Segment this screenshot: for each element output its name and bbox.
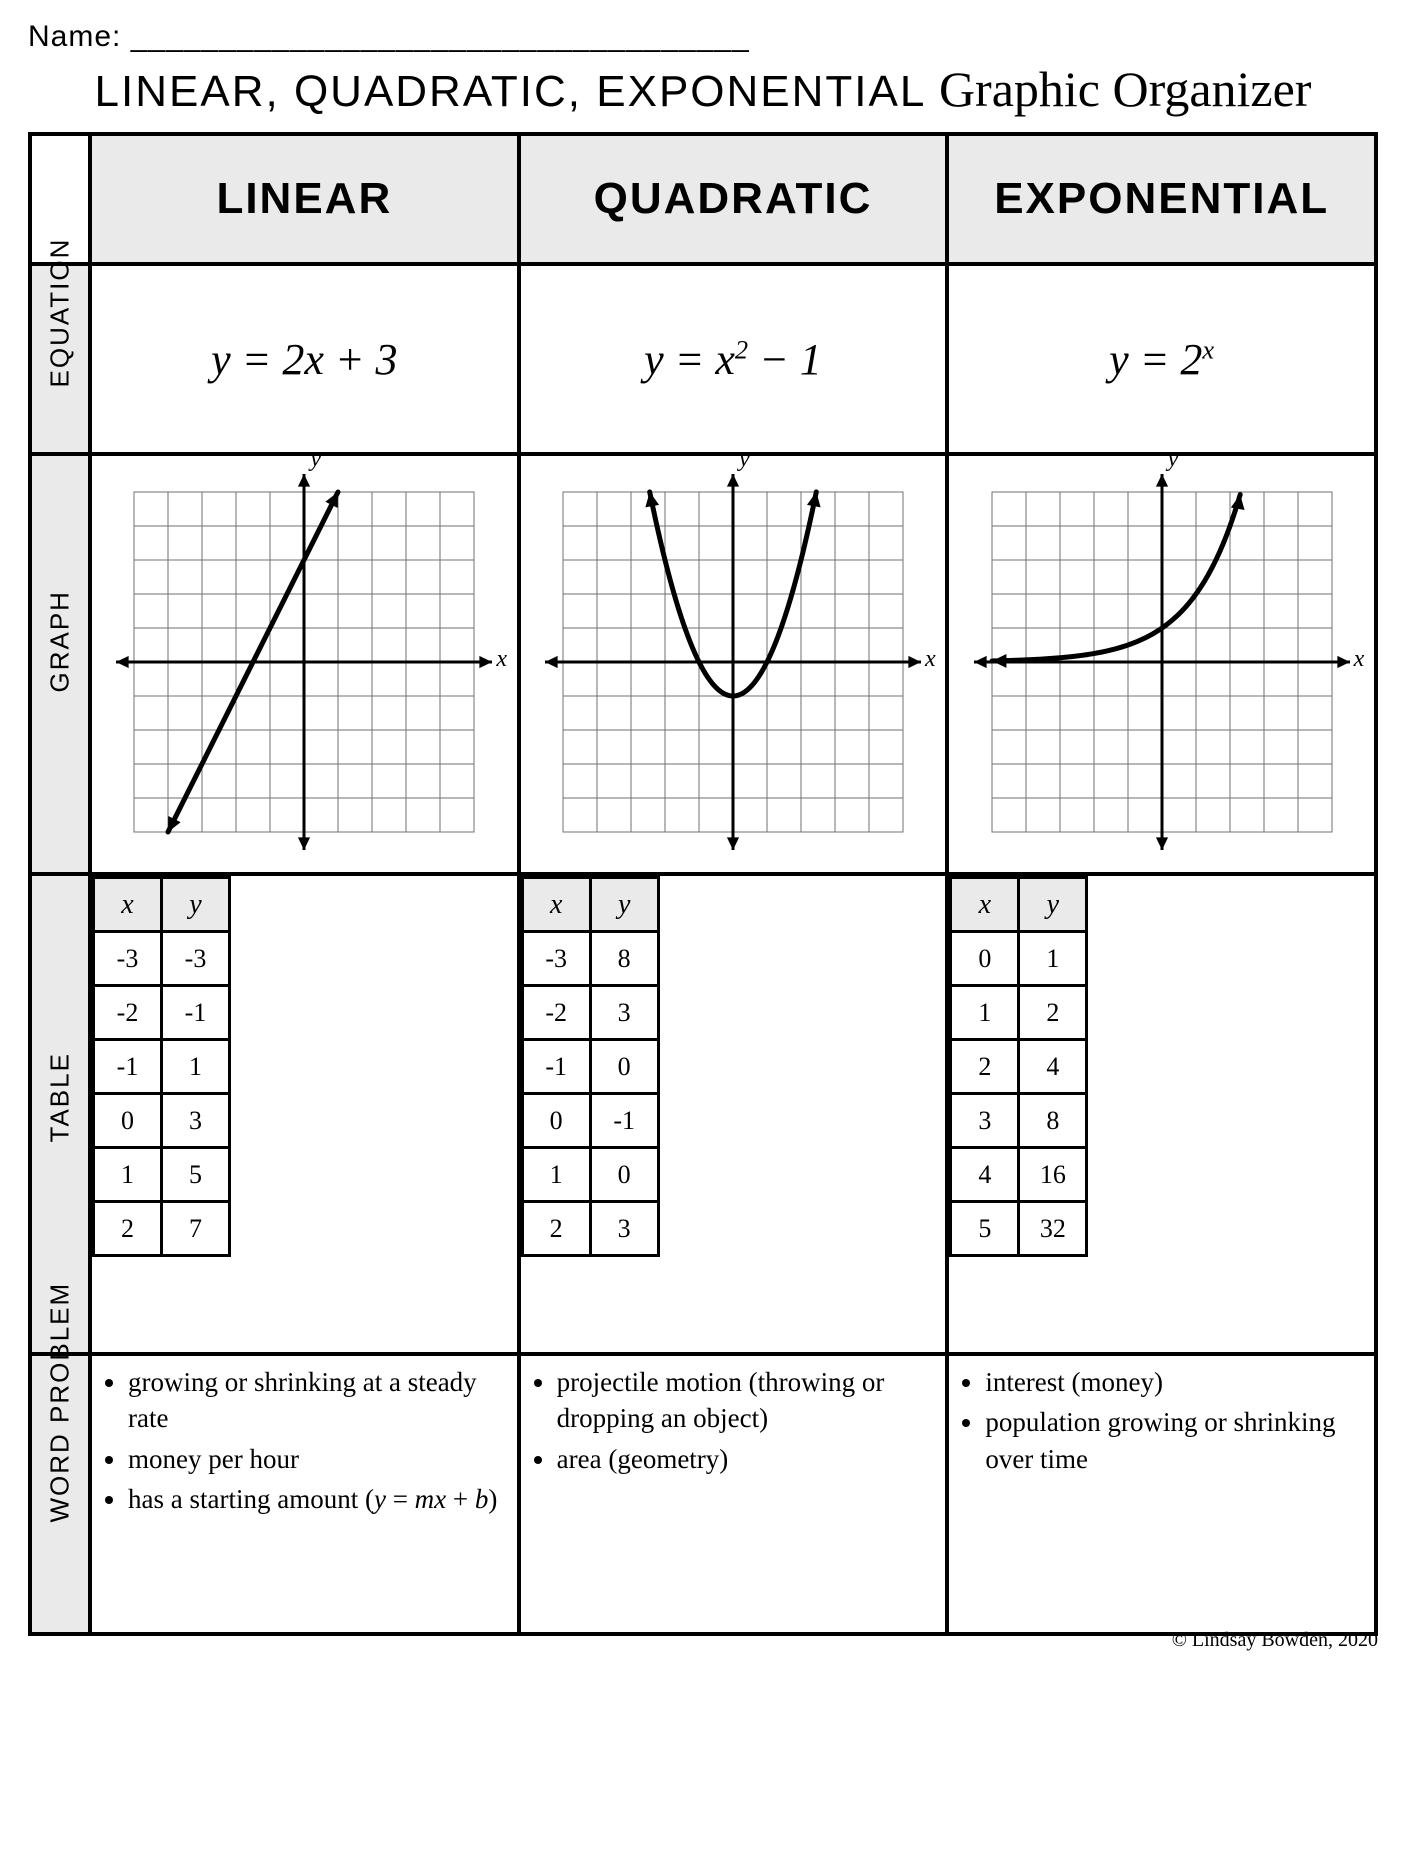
xy-cell: -3	[94, 932, 162, 986]
xy-linear-cell: xy-3-3-2-1-11031527	[90, 874, 519, 1354]
xy-cell: 2	[1019, 986, 1087, 1040]
xy-quadratic-cell: xy-38-23-100-11023	[519, 874, 948, 1354]
xy-cell: -3	[162, 932, 230, 986]
row-graph-label: GRAPH	[45, 636, 76, 692]
wp-linear: growing or shrinking at a steady rate mon…	[96, 1364, 517, 1518]
row-equation: EQUATION	[30, 264, 90, 454]
row-graph: GRAPH	[30, 454, 90, 874]
xy-cell: 0	[590, 1148, 658, 1202]
xy-header: x	[522, 878, 590, 932]
graph-exponential-cell: yx	[947, 454, 1376, 874]
col-linear: LINEAR	[90, 134, 519, 264]
xy-cell: 1	[1019, 932, 1087, 986]
graph-linear: yx	[102, 460, 506, 869]
row-wordproblem: WORD PROBLEM	[30, 1354, 90, 1634]
title-script: Graphic Organizer	[939, 61, 1312, 117]
xy-header: x	[94, 878, 162, 932]
xy-quadratic: xy-38-23-100-11023	[521, 876, 660, 1257]
col-quadratic: QUADRATIC	[519, 134, 948, 264]
xy-cell: 8	[590, 932, 658, 986]
xy-header: y	[162, 878, 230, 932]
wp-item: growing or shrinking at a steady rate	[128, 1364, 517, 1437]
xy-cell: -1	[522, 1040, 590, 1094]
xy-cell: -1	[590, 1094, 658, 1148]
xy-cell: 5	[951, 1202, 1019, 1256]
wp-quadratic-cell: projectile motion (throwing or dropping …	[519, 1354, 948, 1634]
xy-header: y	[590, 878, 658, 932]
page-title: LINEAR, QUADRATIC, EXPONENTIAL Graphic O…	[28, 60, 1378, 118]
xy-header: y	[1019, 878, 1087, 932]
row-wordproblem-label: WORD PROBLEM	[45, 1466, 76, 1522]
row-equation-label: EQUATION	[45, 331, 76, 387]
xy-cell: 4	[1019, 1040, 1087, 1094]
xy-cell: 0	[951, 932, 1019, 986]
xy-cell: 1	[951, 986, 1019, 1040]
graph-quadratic-cell: yx	[519, 454, 948, 874]
footer-copyright: © Lindsay Bowden, 2020	[1172, 1629, 1378, 1652]
xy-cell: 3	[590, 1202, 658, 1256]
equation-exponential: y = 2x	[947, 264, 1376, 454]
wp-item: has a starting amount (y = mx + b)	[128, 1481, 517, 1517]
xy-cell: 7	[162, 1202, 230, 1256]
xy-cell: 4	[951, 1148, 1019, 1202]
wp-exponential: interest (money) population growing or sh…	[953, 1364, 1374, 1477]
xy-linear: xy-3-3-2-1-11031527	[92, 876, 231, 1257]
xy-cell: 5	[162, 1148, 230, 1202]
wp-item: money per hour	[128, 1441, 517, 1477]
equation-linear: y = 2x + 3	[90, 264, 519, 454]
xy-cell: -1	[162, 986, 230, 1040]
xy-cell: 1	[522, 1148, 590, 1202]
wp-item: population growing or shrinking over tim…	[985, 1404, 1374, 1477]
xy-cell: 0	[590, 1040, 658, 1094]
xy-cell: 3	[951, 1094, 1019, 1148]
xy-cell: 2	[951, 1040, 1019, 1094]
wp-item: interest (money)	[985, 1364, 1374, 1400]
xy-cell: -2	[94, 986, 162, 1040]
xy-cell: 32	[1019, 1202, 1087, 1256]
xy-cell: -3	[522, 932, 590, 986]
organizer-table: LINEAR QUADRATIC EXPONENTIAL EQUATION y …	[28, 132, 1378, 1636]
xy-exponential: xy01122438416532	[949, 876, 1088, 1257]
wp-linear-cell: growing or shrinking at a steady rate mon…	[90, 1354, 519, 1634]
xy-cell: -1	[94, 1040, 162, 1094]
xy-cell: -2	[522, 986, 590, 1040]
row-table-label: TABLE	[45, 1086, 76, 1142]
name-field-line: Name: __________________________________…	[28, 20, 1378, 54]
wp-item: projectile motion (throwing or dropping …	[557, 1364, 946, 1437]
title-main: LINEAR, QUADRATIC, EXPONENTIAL	[95, 67, 925, 116]
graph-linear-cell: yx	[90, 454, 519, 874]
xy-cell: 2	[522, 1202, 590, 1256]
graph-exponential: yx	[960, 460, 1364, 869]
xy-exponential-cell: xy01122438416532	[947, 874, 1376, 1354]
graph-quadratic: yx	[531, 460, 935, 869]
xy-cell: 0	[94, 1094, 162, 1148]
wp-quadratic: projectile motion (throwing or dropping …	[525, 1364, 946, 1477]
xy-cell: 3	[162, 1094, 230, 1148]
xy-cell: 8	[1019, 1094, 1087, 1148]
xy-cell: 0	[522, 1094, 590, 1148]
xy-cell: 1	[94, 1148, 162, 1202]
xy-header: x	[951, 878, 1019, 932]
xy-cell: 3	[590, 986, 658, 1040]
xy-cell: 1	[162, 1040, 230, 1094]
xy-cell: 2	[94, 1202, 162, 1256]
worksheet-page: Name: __________________________________…	[0, 0, 1406, 1656]
equation-quadratic: y = x2 − 1	[519, 264, 948, 454]
xy-cell: 16	[1019, 1148, 1087, 1202]
wp-item: area (geometry)	[557, 1441, 946, 1477]
col-exponential: EXPONENTIAL	[947, 134, 1376, 264]
wp-exponential-cell: interest (money) population growing or sh…	[947, 1354, 1376, 1634]
